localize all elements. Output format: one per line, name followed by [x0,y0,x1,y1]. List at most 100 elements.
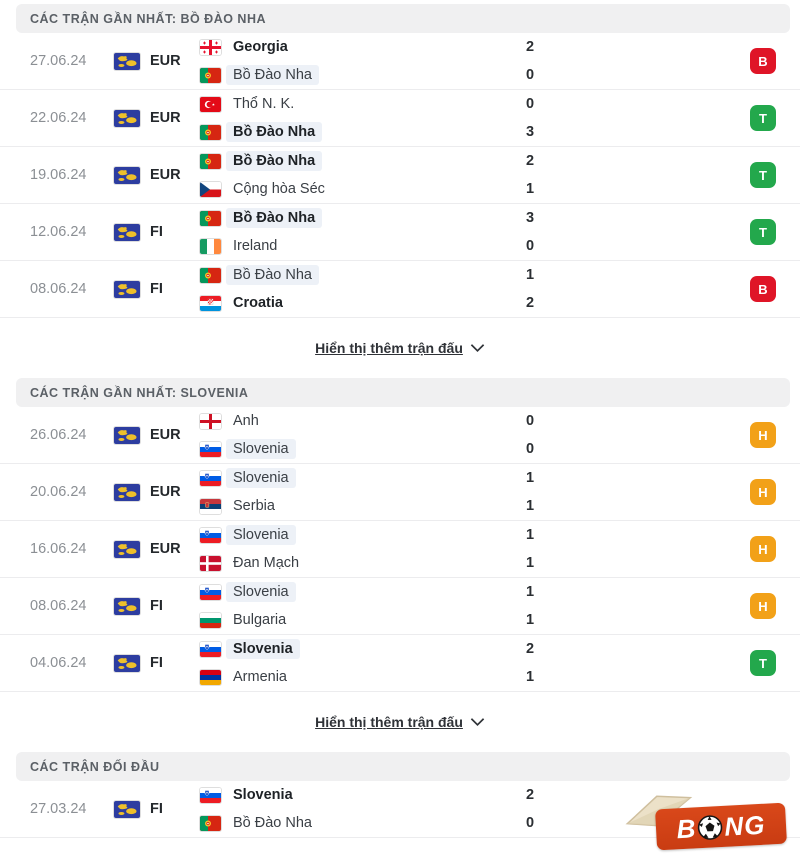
score-home: 0 [525,96,535,112]
teams-block: Slovenia Bulgaria [200,578,500,634]
competition: EUR [114,426,200,444]
result-badge-column: T [750,105,776,131]
team-flag-icon [200,612,221,628]
score-home: 0 [525,413,535,429]
competition-label: FI [150,224,163,240]
score-home: 1 [525,527,535,543]
match-date: 26.06.24 [30,427,87,443]
competition-label: EUR [150,167,181,183]
score-home: 1 [525,470,535,486]
competition-label: EUR [150,484,181,500]
chevron-down-icon [470,718,485,727]
competition: FI [114,800,200,818]
competition: EUR [114,52,200,70]
team-flag-icon [200,787,221,803]
score-away: 0 [525,238,535,254]
competition-flag-icon [114,654,140,672]
scores-block: 3 0 [500,204,560,260]
match-row[interactable]: 27.06.24 EUR Georgia Bồ Đào Nha 2 0 B [0,33,800,90]
matches-section: CÁC TRẬN GẦN NHẤT: SLOVENIA 26.06.24 EUR… [0,378,800,752]
team-flag-icon [200,669,221,685]
result-badge: H [750,593,776,619]
section-header: CÁC TRẬN GẦN NHẤT: SLOVENIA [16,378,790,407]
scores-block: 2 0 [500,33,560,89]
competition-label: EUR [150,427,181,443]
match-row[interactable]: 08.06.24 FI Bồ Đào Nha Croatia 1 2 B [0,261,800,318]
competition: EUR [114,540,200,558]
score-home: 2 [525,39,535,55]
team-flag-icon [200,641,221,657]
result-badge-column: H [750,422,776,448]
match-row[interactable]: 22.06.24 EUR Thổ N. K. Bồ Đào Nha 0 3 T [0,90,800,147]
team-name: Đan Mạch [233,555,300,571]
team-line-home: Thổ N. K. [200,90,500,118]
competition-label: EUR [150,53,181,69]
result-badge: T [750,105,776,131]
team-name: Bồ Đào Nha [226,122,323,142]
teams-block: Bồ Đào Nha Croatia [200,261,500,317]
team-name: Bồ Đào Nha [226,65,319,85]
team-flag-icon [200,413,221,429]
match-row[interactable]: 08.06.24 FI Slovenia Bulgaria 1 1 H [0,578,800,635]
result-badge-column: B [750,276,776,302]
team-flag-icon [200,295,221,311]
show-more-link[interactable]: Hiển thị thêm trận đấu [315,340,485,356]
scores-block: 1 1 [500,521,560,577]
team-line-away: Croatia [200,289,500,317]
team-flag-icon [200,67,221,83]
result-badge-column: T [750,162,776,188]
competition: FI [114,597,200,615]
team-name: Bồ Đào Nha [233,815,312,831]
score-away: 1 [525,555,535,571]
team-line-home: Slovenia [200,521,500,549]
team-line-away: Đan Mạch [200,549,500,577]
result-badge: T [750,219,776,245]
competition: EUR [114,166,200,184]
team-name: Bồ Đào Nha [226,265,319,285]
score-home: 1 [525,267,535,283]
scores-block: 0 3 [500,90,560,146]
show-more-link[interactable]: Hiển thị thêm trận đấu [315,714,485,730]
team-line-away: Bồ Đào Nha [200,61,500,89]
competition-flag-icon [114,166,140,184]
score-away: 1 [525,498,535,514]
competition-flag-icon [114,52,140,70]
competition-label: FI [150,655,163,671]
result-badge: B [750,48,776,74]
team-flag-icon [200,584,221,600]
match-row[interactable]: 26.06.24 EUR Anh Slovenia 0 0 H [0,407,800,464]
competition-flag-icon [114,483,140,501]
team-name: Slovenia [226,639,300,659]
team-line-home: Slovenia [200,635,500,663]
match-row[interactable]: 16.06.24 EUR Slovenia Đan Mạch 1 1 H [0,521,800,578]
result-badge: T [750,650,776,676]
teams-block: Bồ Đào Nha Cộng hòa Séc [200,147,500,203]
match-list: 27.03.24 FI Slovenia Bồ Đào Nha 2 0 [0,781,800,838]
teams-block: Georgia Bồ Đào Nha [200,33,500,89]
team-name: Georgia [233,39,288,55]
match-date: 27.03.24 [30,801,87,817]
team-flag-icon [200,498,221,514]
match-date: 08.06.24 [30,281,87,297]
teams-block: Anh Slovenia [200,407,500,463]
competition-label: FI [150,801,163,817]
match-date: 20.06.24 [30,484,87,500]
match-list: 26.06.24 EUR Anh Slovenia 0 0 H 20.06.24 [0,407,800,692]
match-row[interactable]: 27.03.24 FI Slovenia Bồ Đào Nha 2 0 [0,781,800,838]
match-date: 16.06.24 [30,541,87,557]
match-row[interactable]: 04.06.24 FI Slovenia Armenia 2 1 T [0,635,800,692]
match-row[interactable]: 20.06.24 EUR Slovenia Serbia 1 1 H [0,464,800,521]
team-line-away: Slovenia [200,435,500,463]
teams-block: Slovenia Armenia [200,635,500,691]
matches-section: CÁC TRẬN GẦN NHẤT: BỒ ĐÀO NHA 27.06.24 E… [0,4,800,378]
competition-label: FI [150,598,163,614]
team-name: Serbia [233,498,275,514]
scores-block: 1 2 [500,261,560,317]
team-name: Armenia [233,669,287,685]
team-name: Anh [233,413,259,429]
match-row[interactable]: 12.06.24 FI Bồ Đào Nha Ireland 3 0 T [0,204,800,261]
team-flag-icon [200,124,221,140]
team-line-home: Bồ Đào Nha [200,147,500,175]
match-row[interactable]: 19.06.24 EUR Bồ Đào Nha Cộng hòa Séc 2 1… [0,147,800,204]
result-badge-column: T [750,650,776,676]
